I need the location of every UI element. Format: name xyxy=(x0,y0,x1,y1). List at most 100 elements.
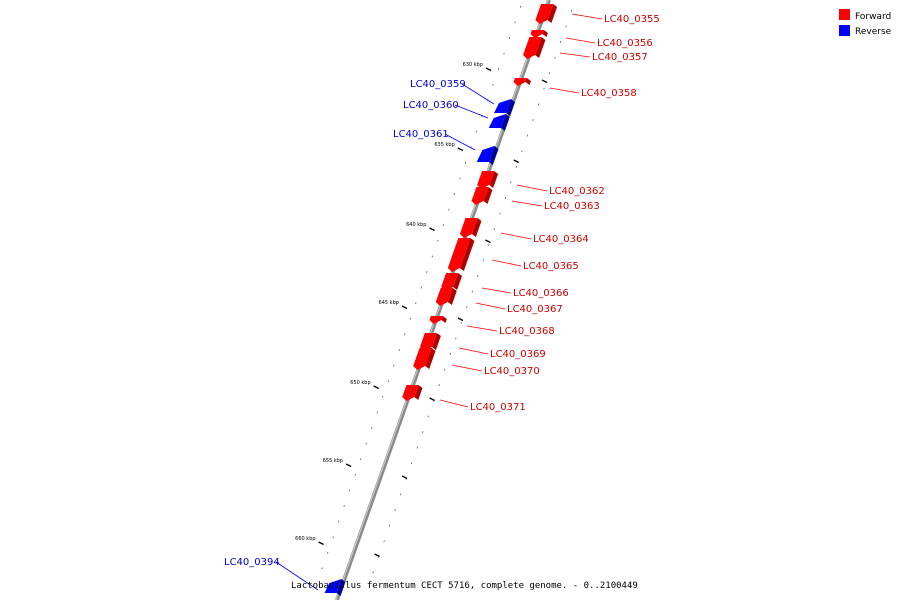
gene-shape-side xyxy=(525,78,531,85)
gene-label[interactable]: LC40_0365 xyxy=(523,261,579,272)
tick-mark-left xyxy=(318,541,324,546)
gene-shape xyxy=(477,171,495,189)
gene-label[interactable]: LC40_0362 xyxy=(549,186,605,197)
gene-shape xyxy=(447,238,471,272)
gene-shape xyxy=(435,288,453,306)
gene-LC40_0363[interactable]: LC40_0363 xyxy=(471,187,600,212)
tick-label: 635 kbp xyxy=(434,142,454,148)
gene-LC40_0362[interactable]: LC40_0362 xyxy=(477,171,605,197)
gene-shape-side xyxy=(453,273,463,290)
gene-label[interactable]: LC40_0366 xyxy=(513,288,569,299)
gene-label[interactable]: LC40_0361 xyxy=(393,129,449,140)
legend-swatch-reverse xyxy=(839,25,850,36)
gene-LC40_0360[interactable]: LC40_0360 xyxy=(403,100,510,131)
gene-shape-side xyxy=(471,218,482,237)
gene-LC40_0364[interactable]: LC40_0364 xyxy=(459,218,589,245)
legend-swatch-forward xyxy=(839,9,850,20)
gene-shape xyxy=(429,316,443,324)
gene-LC40_0369[interactable]: LC40_0369 xyxy=(419,333,546,360)
genome-caption: Lactobacillus fermentum CECT 5716, compl… xyxy=(291,581,638,591)
gene-leader-line xyxy=(491,259,522,267)
gene-shape-side xyxy=(447,288,457,305)
gene-label[interactable]: LC40_0357 xyxy=(592,52,648,63)
tick-mark-right xyxy=(541,79,548,84)
gene-LC40_0371[interactable]: LC40_0371 xyxy=(402,385,526,413)
gene-leader-line xyxy=(549,87,580,94)
gene-shape xyxy=(402,385,419,401)
gene-shape xyxy=(488,114,506,128)
tick-mark-left xyxy=(345,463,352,468)
gene-shape xyxy=(419,333,437,351)
gene-label[interactable]: LC40_0369 xyxy=(490,349,546,360)
gene-label[interactable]: LC40_0360 xyxy=(403,100,459,111)
tick-mark-left xyxy=(373,385,379,390)
gene-shape xyxy=(441,273,459,291)
tick-mark-left xyxy=(457,147,464,152)
tick-label: 645 kbp xyxy=(379,300,399,306)
gene-leader-line xyxy=(559,52,591,58)
gene-shape xyxy=(530,30,544,38)
gene-LC40_0367[interactable]: LC40_0367 xyxy=(435,288,563,315)
gene-shape-side xyxy=(500,114,510,131)
gene-label[interactable]: LC40_0364 xyxy=(533,234,589,245)
gene-shape-side xyxy=(483,187,493,204)
gene-shape xyxy=(471,187,489,205)
gene-LC40_0355[interactable]: LC40_0355 xyxy=(535,4,660,25)
tick-label: 655 kbp xyxy=(323,458,343,464)
gene-shape-side xyxy=(506,99,516,116)
gene-shape-side xyxy=(535,37,546,58)
gene-label[interactable]: LC40_0371 xyxy=(470,402,526,413)
gene-label[interactable]: LC40_0363 xyxy=(544,201,600,212)
gene-LC40_0358[interactable]: LC40_0358 xyxy=(513,78,637,99)
gene-LC40_0361[interactable]: LC40_0361 xyxy=(393,129,499,165)
gene-shape xyxy=(459,218,478,238)
gene-shape-side xyxy=(431,333,441,350)
gene-leader-line xyxy=(466,325,498,332)
gene-leader-line xyxy=(571,13,603,20)
gene-label[interactable]: LC40_0358 xyxy=(581,88,637,99)
gene-label[interactable]: LC40_0370 xyxy=(484,366,540,377)
gene-LC40_0394[interactable]: LC40_0394 xyxy=(224,557,346,596)
tick-mark-right xyxy=(429,397,435,402)
gene-LC40_0368[interactable]: LC40_0368 xyxy=(429,316,555,337)
gene-features: LC40_0355 LC40_0356 LC40_0357 LC40_0358 LC40… xyxy=(224,4,660,596)
gene-LC40_0359[interactable]: LC40_0359 xyxy=(410,79,516,116)
gene-label[interactable]: LC40_0367 xyxy=(507,304,563,315)
gene-leader-line xyxy=(444,133,476,151)
gene-shape xyxy=(324,579,342,593)
gene-shape-side xyxy=(542,30,548,37)
tick-label: 660 kbp xyxy=(295,536,315,542)
tick-mark-left xyxy=(401,305,408,310)
gene-leader-line xyxy=(511,200,543,207)
gene-label[interactable]: LC40_0355 xyxy=(604,14,660,25)
gene-LC40_0357[interactable]: LC40_0357 xyxy=(523,37,648,63)
gene-shape xyxy=(523,37,542,59)
gene-label[interactable]: LC40_0394 xyxy=(224,557,280,568)
gene-label[interactable]: LC40_0359 xyxy=(410,79,466,90)
major-ticks: 630 kbp 635 kbp 640 kbp 645 kbp 650 kbp 655 k… xyxy=(295,62,548,558)
minor-ticks xyxy=(321,5,573,574)
gene-leader-line xyxy=(458,347,489,355)
gene-leader-line xyxy=(451,364,483,372)
gene-leader-line xyxy=(565,37,596,44)
gene-leader-line xyxy=(475,302,506,310)
gene-LC40_0366[interactable]: LC40_0366 xyxy=(441,273,569,299)
gene-LC40_0370[interactable]: LC40_0370 xyxy=(413,348,540,377)
gene-shape-side xyxy=(441,316,447,323)
tick-mark-right xyxy=(374,553,380,558)
tick-mark-right xyxy=(401,475,408,480)
gene-shape-side xyxy=(414,385,423,400)
gene-leader-line xyxy=(461,83,495,105)
gene-shape xyxy=(413,348,432,370)
gene-LC40_0365[interactable]: LC40_0365 xyxy=(447,238,579,272)
gene-label[interactable]: LC40_0368 xyxy=(499,326,555,337)
gene-LC40_0356[interactable]: LC40_0356 xyxy=(530,30,653,49)
gene-shape-side xyxy=(489,171,499,188)
gene-leader-line xyxy=(481,287,512,294)
gene-shape xyxy=(476,146,495,162)
gene-shape-side xyxy=(425,348,436,369)
tick-label: 630 kbp xyxy=(463,62,483,68)
gene-label[interactable]: LC40_0356 xyxy=(597,38,653,49)
